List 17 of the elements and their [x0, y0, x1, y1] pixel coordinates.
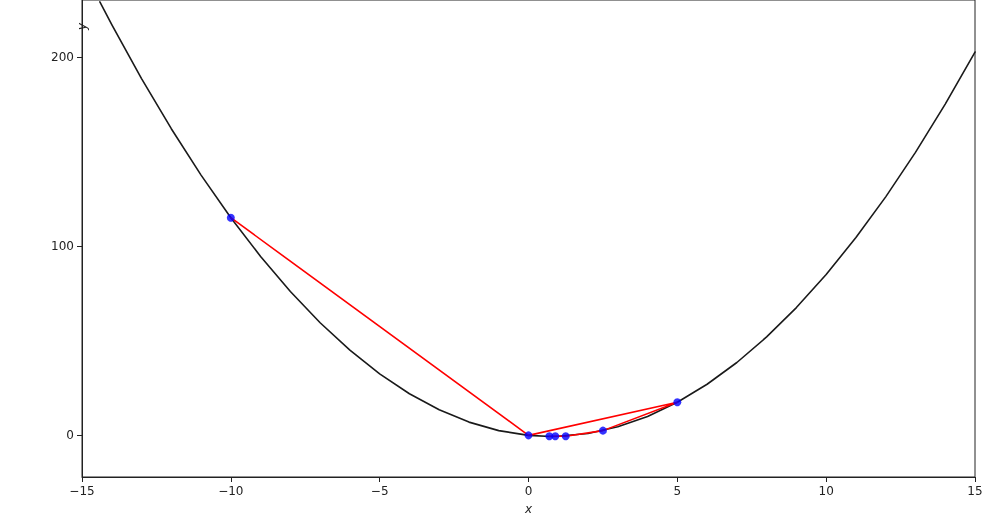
- point: [226, 213, 235, 222]
- x-tick-label: 15: [967, 484, 983, 498]
- x-tick-label: 5: [673, 484, 682, 498]
- x-axis-title: x: [523, 502, 533, 516]
- x-tick-label: −15: [69, 484, 95, 498]
- x-tick-label: −10: [218, 484, 244, 498]
- x-tick-label: 10: [818, 484, 834, 498]
- point: [524, 431, 533, 440]
- y-tick-label: 200: [51, 49, 74, 64]
- y-tick-label: 100: [51, 239, 74, 254]
- x-tick-label: −5: [370, 484, 389, 498]
- point: [673, 398, 682, 407]
- point: [598, 426, 607, 435]
- point: [561, 432, 570, 441]
- point: [545, 432, 554, 441]
- y-tick-label: 0: [66, 428, 74, 443]
- x-tick-label: 0: [524, 484, 533, 498]
